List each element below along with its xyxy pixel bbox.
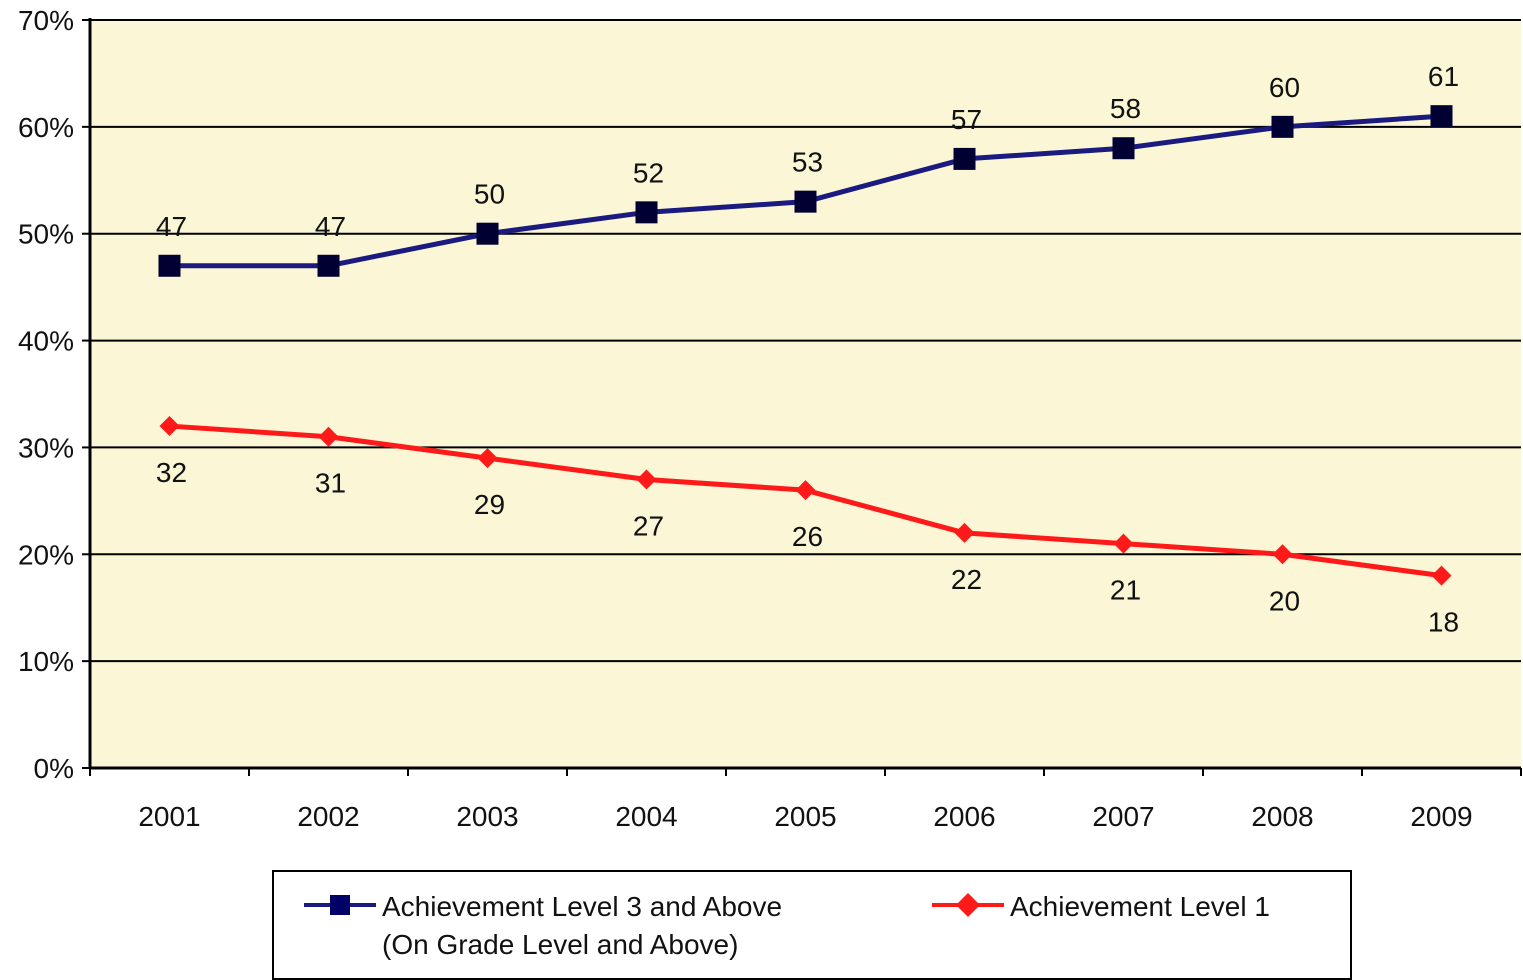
data-label: 22 (951, 564, 982, 595)
data-point-marker (635, 201, 658, 224)
data-label: 50 (474, 179, 505, 210)
data-label: 26 (792, 521, 823, 552)
data-point-marker (953, 147, 976, 170)
legend-swatch-diamond-icon (932, 893, 1004, 917)
gridlines (82, 19, 1521, 769)
legend-label-series-2: Achievement Level 1 (1010, 891, 1270, 922)
x-tick-label: 2009 (1410, 801, 1472, 832)
data-point-marker (954, 522, 975, 543)
y-tick-label: 20% (18, 539, 74, 570)
data-point-marker (476, 222, 499, 245)
data-point-marker (159, 416, 180, 437)
data-label: 52 (633, 157, 664, 188)
x-tick-label: 2003 (456, 801, 518, 832)
axes (88, 18, 1522, 776)
data-point-marker (1113, 533, 1134, 554)
legend-item-series-1: Achievement Level 3 and Above (On Grade … (302, 888, 782, 964)
data-point-marker (158, 254, 181, 277)
data-point-marker (1431, 565, 1452, 586)
data-label: 29 (474, 489, 505, 520)
x-tick-label: 2005 (774, 801, 836, 832)
plot-area (90, 20, 1521, 768)
y-tick-label: 70% (18, 5, 74, 36)
y-tick-label: 10% (18, 646, 74, 677)
x-tick-label: 2008 (1251, 801, 1313, 832)
x-tick-label: 2007 (1092, 801, 1154, 832)
y-tick-label: 50% (18, 219, 74, 250)
series-group: 47 47 50 52 53 57 58 60 61 32 31 29 27 26 22 21 20 18 (156, 61, 1459, 637)
data-point-marker (1112, 137, 1135, 160)
data-label: 32 (156, 457, 187, 488)
data-point-marker (477, 448, 498, 469)
data-label: 57 (951, 104, 982, 135)
data-label: 47 (156, 211, 187, 242)
data-label: 53 (792, 147, 823, 178)
x-tick-label: 2001 (138, 801, 200, 832)
data-label: 18 (1428, 607, 1459, 638)
data-point-marker (794, 190, 817, 213)
data-label: 31 (315, 468, 346, 499)
data-label: 60 (1269, 72, 1300, 103)
y-tick-label: 0% (34, 753, 74, 784)
series-1: 47 47 50 52 53 57 58 60 61 (156, 61, 1459, 277)
x-tick-label: 2006 (933, 801, 995, 832)
series-2: 32 31 29 27 26 22 21 20 18 (156, 416, 1459, 638)
legend-swatch-square-icon (304, 895, 376, 915)
x-tick-labels: 2001 2002 2003 2004 2005 2006 2007 2008 2009 (138, 801, 1472, 832)
data-label: 27 (633, 510, 664, 541)
legend-label-series-1: Achievement Level 3 and Above (On Grade … (382, 891, 783, 960)
x-tick-label: 2002 (297, 801, 359, 832)
y-tick-label: 60% (18, 112, 74, 143)
data-point-marker (318, 426, 339, 447)
data-point-marker (1271, 115, 1294, 138)
data-point-marker (1430, 105, 1453, 128)
data-label: 58 (1110, 93, 1141, 124)
data-point-marker (795, 480, 816, 501)
y-tick-labels: 0% 10% 20% 30% 40% 50% 60% 70% (18, 5, 74, 784)
data-point-marker (1272, 544, 1293, 565)
y-tick-label: 30% (18, 432, 74, 463)
y-tick-label: 40% (18, 326, 74, 357)
x-tick-label: 2004 (615, 801, 677, 832)
data-point-marker (636, 469, 657, 490)
legend-item-series-2: Achievement Level 1 (930, 888, 1270, 926)
data-label: 21 (1110, 575, 1141, 606)
data-label: 20 (1269, 585, 1300, 616)
data-label: 61 (1428, 61, 1459, 92)
legend: Achievement Level 3 and Above (On Grade … (272, 870, 1352, 980)
data-label: 47 (315, 211, 346, 242)
data-point-marker (317, 254, 340, 277)
